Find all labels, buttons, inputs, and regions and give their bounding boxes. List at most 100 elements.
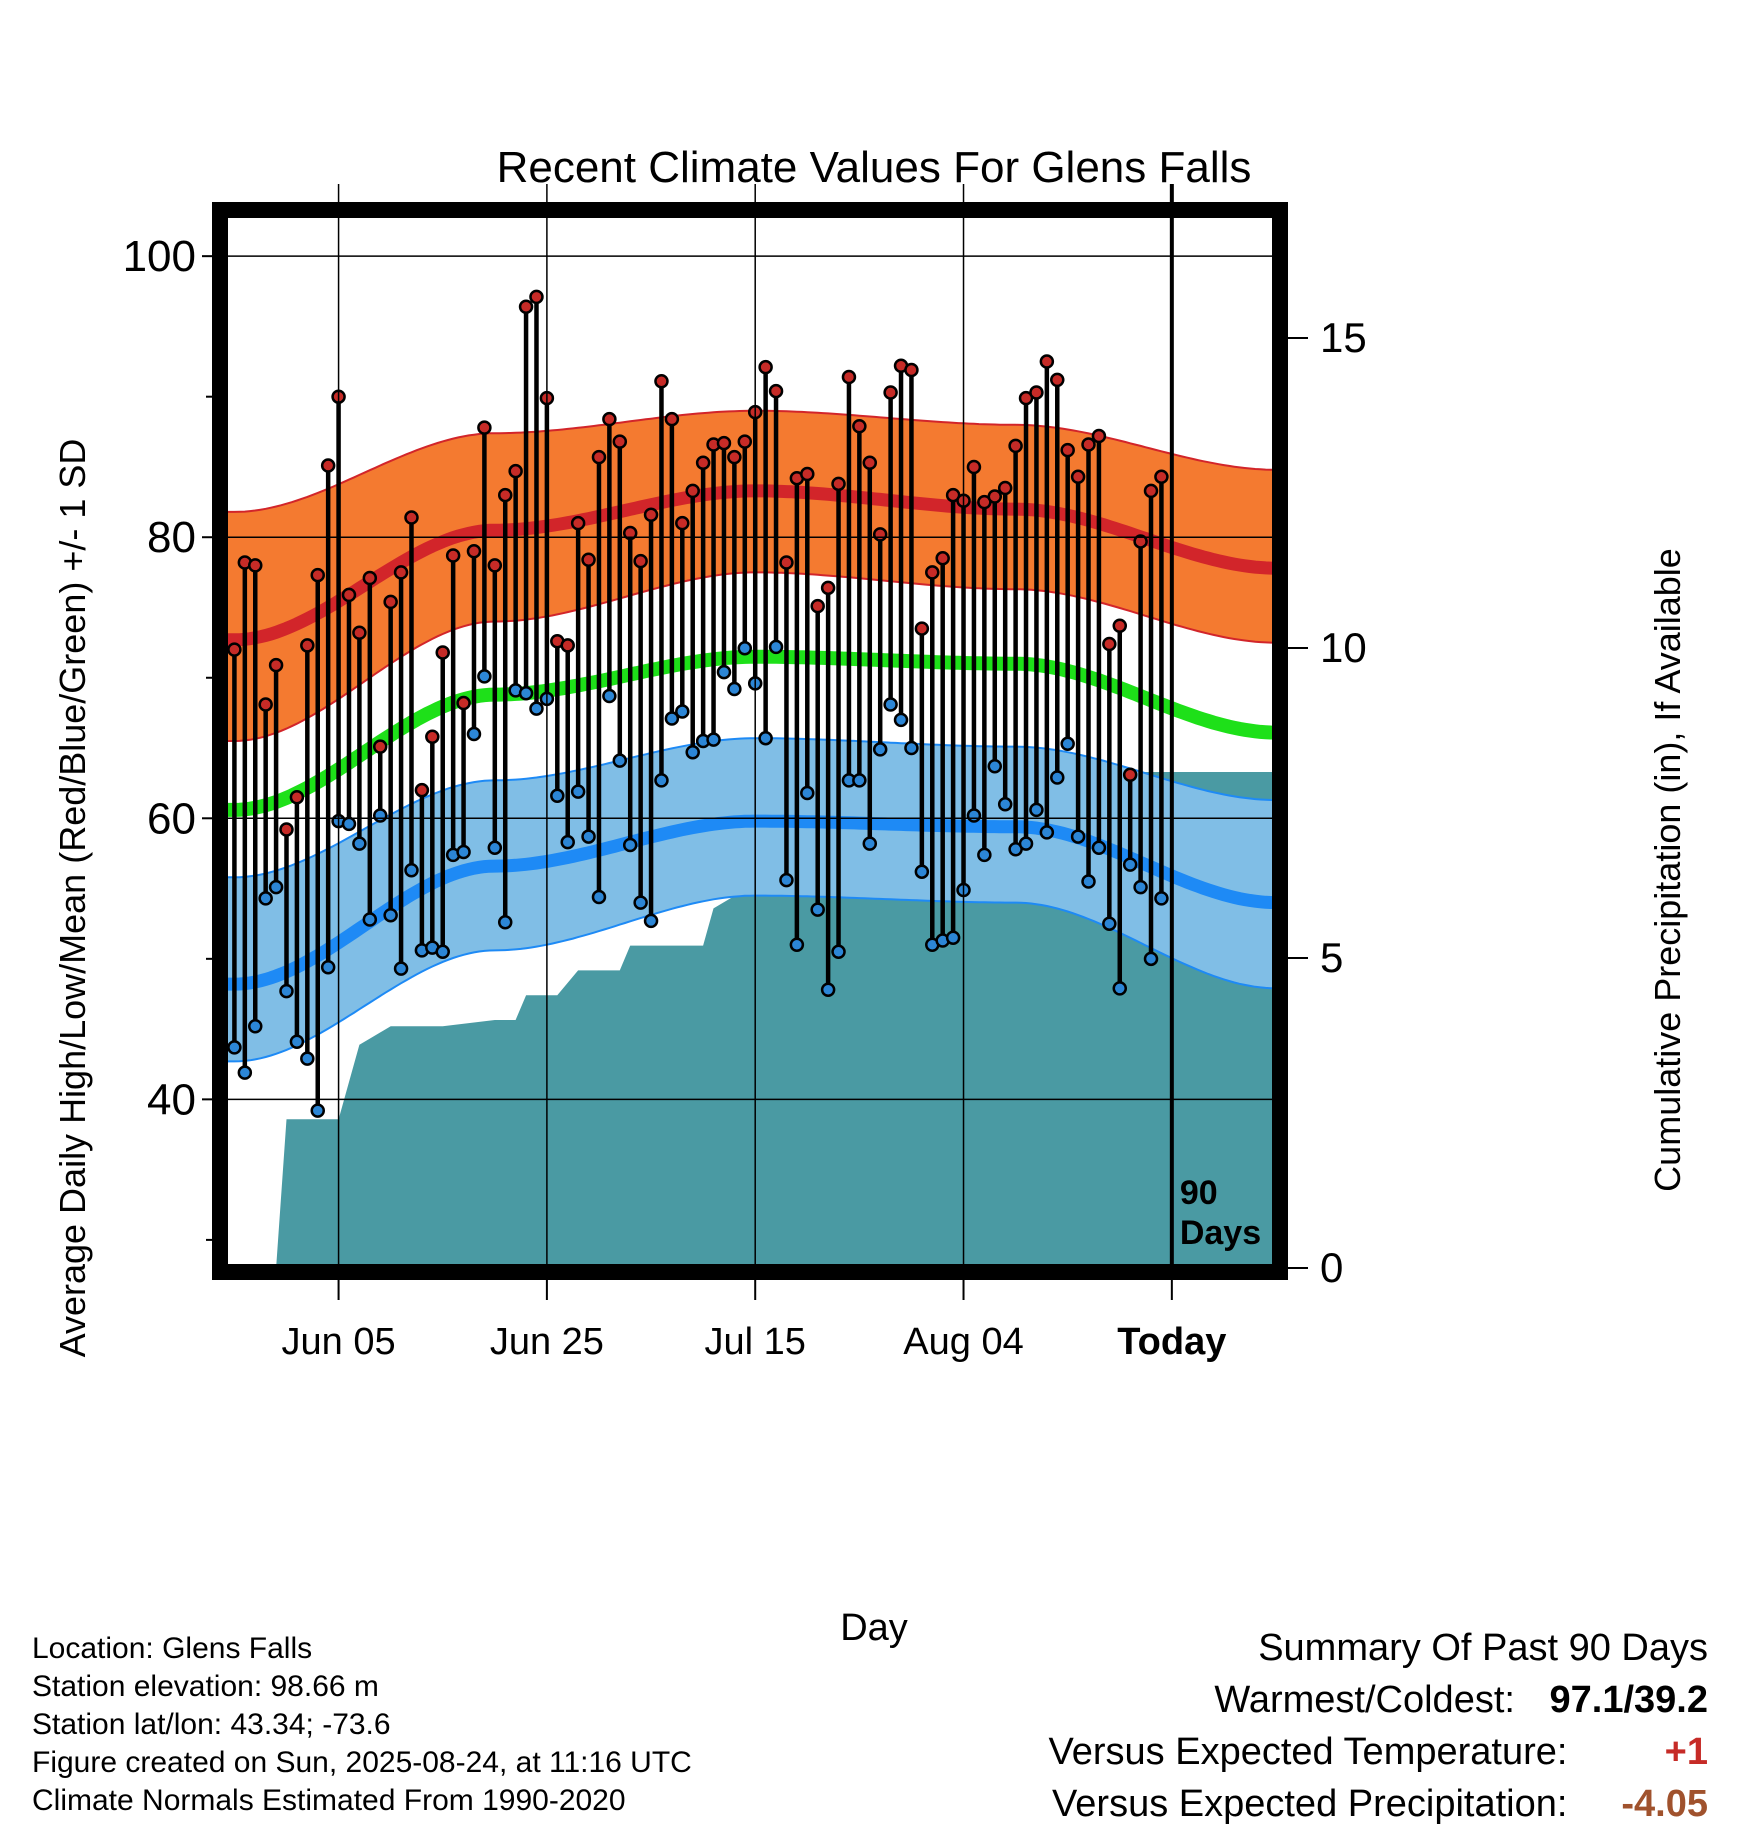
daily-high-point bbox=[685, 483, 700, 499]
daily-high-point bbox=[341, 587, 357, 603]
daily-high-point bbox=[966, 459, 982, 475]
daily-low-point bbox=[247, 1019, 263, 1034]
daily-low-point bbox=[591, 889, 607, 905]
daily-low-point bbox=[518, 685, 534, 701]
daily-high-point bbox=[529, 289, 544, 305]
daily-high-point bbox=[1039, 354, 1055, 369]
daily-low-point bbox=[383, 908, 398, 923]
daily-low-point bbox=[768, 639, 784, 655]
normals-text: Climate Normals Estimated From 1990-2020 bbox=[32, 1784, 626, 1817]
chart-title: Recent Climate Values For Glens Falls bbox=[497, 143, 1252, 192]
daily-high-point bbox=[435, 645, 450, 660]
station-info: Location: Glens Falls Station elevation:… bbox=[32, 1630, 692, 1820]
y-tick-label-left: 40 bbox=[147, 1075, 196, 1124]
daily-low-point bbox=[372, 808, 388, 823]
daily-low-point bbox=[300, 1051, 315, 1066]
daily-low-point bbox=[664, 711, 680, 726]
daily-high-point bbox=[1166, 0, 1178, 6]
daily-low-point bbox=[1166, 0, 1178, 6]
daily-high-point bbox=[289, 789, 305, 805]
daily-low-point bbox=[581, 829, 596, 844]
today-days-label-line: Days bbox=[1180, 1214, 1261, 1252]
today-days-label-line: 90 bbox=[1180, 1174, 1218, 1212]
daily-high-point bbox=[279, 822, 294, 837]
daily-high-point bbox=[404, 510, 419, 525]
daily-low-point bbox=[727, 681, 742, 697]
daily-low-point bbox=[550, 788, 565, 804]
daily-low-point bbox=[341, 816, 357, 832]
daily-high-point bbox=[591, 449, 607, 465]
daily-high-point bbox=[987, 489, 1003, 504]
daily-high-point bbox=[664, 411, 680, 427]
daily-high-point bbox=[268, 657, 284, 673]
daily-low-point bbox=[393, 961, 409, 976]
daily-high-point bbox=[362, 570, 378, 586]
daily-high-point bbox=[820, 580, 836, 596]
x-axis-label: Day bbox=[840, 1607, 908, 1649]
daily-low-point bbox=[602, 688, 617, 704]
daily-low-point bbox=[570, 784, 586, 799]
daily-high-point bbox=[654, 373, 669, 389]
daily-high-point bbox=[675, 515, 690, 531]
daily-low-point bbox=[466, 726, 482, 742]
daily-low-point bbox=[362, 912, 378, 927]
daily-low-point bbox=[1081, 874, 1096, 889]
y-tick-label-right: 5 bbox=[1320, 934, 1343, 981]
summary-temp-row: Versus Expected Temperature: +1 bbox=[1049, 1726, 1708, 1778]
daily-high-point bbox=[1143, 483, 1159, 499]
location-text: Location: Glens Falls bbox=[32, 1632, 313, 1665]
daily-low-point bbox=[1018, 836, 1034, 851]
daily-high-point bbox=[1133, 534, 1148, 549]
daily-high-point bbox=[570, 515, 586, 531]
daily-high-point bbox=[487, 558, 503, 573]
daily-low-point bbox=[810, 902, 825, 917]
daily-high-point bbox=[695, 455, 711, 470]
daily-low-point bbox=[227, 1040, 242, 1055]
daily-low-point bbox=[1060, 736, 1075, 752]
daily-high-point bbox=[914, 621, 930, 636]
daily-high-point bbox=[1050, 372, 1065, 388]
daily-high-point bbox=[258, 697, 273, 712]
daily-high-point bbox=[727, 449, 742, 465]
daily-high-point bbox=[466, 544, 482, 559]
daily-low-point bbox=[977, 847, 992, 863]
daily-high-point bbox=[1102, 636, 1117, 652]
summary-panel: Summary Of Past 90 Days Warmest/Coldest:… bbox=[1049, 1622, 1708, 1830]
daily-low-point bbox=[820, 982, 836, 997]
daily-high-point bbox=[810, 598, 825, 614]
daily-low-point bbox=[237, 1065, 253, 1080]
precip-value: -4.05 bbox=[1621, 1783, 1708, 1825]
daily-low-point bbox=[643, 913, 659, 929]
daily-low-point bbox=[685, 744, 700, 760]
daily-high-point bbox=[508, 463, 523, 479]
y-tick-label-right: 0 bbox=[1320, 1244, 1343, 1291]
daily-high-point bbox=[1154, 469, 1169, 485]
latlon-text: Station lat/lon: 43.34; -73.6 bbox=[32, 1708, 391, 1741]
daily-high-point bbox=[456, 695, 471, 711]
daily-low-point bbox=[1029, 802, 1044, 818]
y-tick-label-right: 15 bbox=[1320, 314, 1367, 361]
daily-high-point bbox=[247, 558, 263, 573]
daily-high-point bbox=[227, 642, 242, 657]
warmest-label: Warmest/Coldest: bbox=[1214, 1679, 1515, 1721]
daily-high-point bbox=[414, 782, 430, 798]
daily-high-point bbox=[643, 507, 659, 522]
daily-low-point bbox=[914, 864, 930, 879]
daily-high-point bbox=[560, 638, 575, 653]
daily-low-point bbox=[352, 836, 367, 851]
daily-low-point bbox=[477, 669, 492, 684]
daily-low-point bbox=[487, 840, 503, 856]
daily-high-point bbox=[581, 552, 596, 567]
daily-high-point bbox=[852, 418, 867, 434]
high-sd-band bbox=[224, 410, 1276, 741]
daily-low-point bbox=[1133, 879, 1148, 895]
daily-high-point bbox=[1112, 618, 1128, 634]
daily-low-point bbox=[1050, 770, 1065, 785]
daily-high-point bbox=[1081, 437, 1096, 452]
daily-high-point bbox=[1070, 469, 1086, 485]
y-axis-label-left: Average Daily High/Low/Mean (Red/Blue/Gr… bbox=[52, 439, 93, 1358]
daily-low-point bbox=[800, 785, 815, 801]
daily-high-point bbox=[622, 525, 638, 541]
daily-high-point bbox=[1122, 767, 1138, 782]
y-tick-label-left: 100 bbox=[123, 232, 196, 281]
